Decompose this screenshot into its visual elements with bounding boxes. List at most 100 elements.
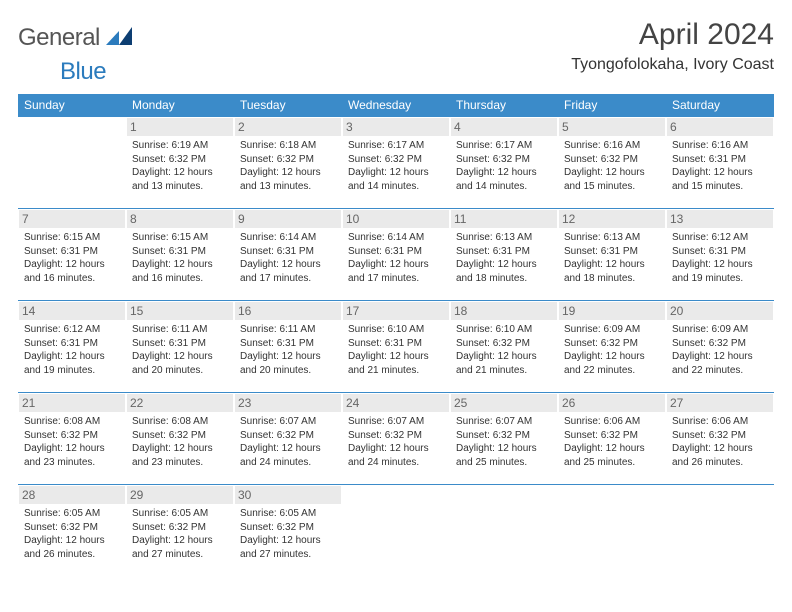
sunrise-text: Sunrise: 6:10 AM [456, 323, 552, 337]
sunset-text: Sunset: 6:32 PM [240, 429, 336, 443]
sunrise-text: Sunrise: 6:12 AM [672, 231, 768, 245]
sunrise-text: Sunrise: 6:06 AM [672, 415, 768, 429]
calendar-day-cell: 15Sunrise: 6:11 AMSunset: 6:31 PMDayligh… [126, 301, 234, 393]
daylight-text: Daylight: 12 hours and 19 minutes. [24, 350, 120, 377]
daylight-text: Daylight: 12 hours and 20 minutes. [240, 350, 336, 377]
day-number: 15 [127, 302, 233, 320]
sunrise-text: Sunrise: 6:06 AM [564, 415, 660, 429]
calendar-day-cell: 23Sunrise: 6:07 AMSunset: 6:32 PMDayligh… [234, 393, 342, 485]
daylight-text: Daylight: 12 hours and 25 minutes. [564, 442, 660, 469]
day-number: 18 [451, 302, 557, 320]
daylight-text: Daylight: 12 hours and 24 minutes. [240, 442, 336, 469]
day-number: 20 [667, 302, 773, 320]
day-number: 4 [451, 118, 557, 136]
sunset-text: Sunset: 6:32 PM [348, 429, 444, 443]
calendar-week-row: 14Sunrise: 6:12 AMSunset: 6:31 PMDayligh… [18, 301, 774, 393]
day-number: 26 [559, 394, 665, 412]
sunrise-text: Sunrise: 6:08 AM [132, 415, 228, 429]
calendar-day-cell [450, 485, 558, 577]
calendar-day-cell: 17Sunrise: 6:10 AMSunset: 6:31 PMDayligh… [342, 301, 450, 393]
daylight-text: Daylight: 12 hours and 27 minutes. [240, 534, 336, 561]
sunrise-text: Sunrise: 6:09 AM [564, 323, 660, 337]
calendar-day-cell: 18Sunrise: 6:10 AMSunset: 6:32 PMDayligh… [450, 301, 558, 393]
sunrise-text: Sunrise: 6:14 AM [348, 231, 444, 245]
day-number: 5 [559, 118, 665, 136]
sunrise-text: Sunrise: 6:18 AM [240, 139, 336, 153]
sunrise-text: Sunrise: 6:16 AM [564, 139, 660, 153]
daylight-text: Daylight: 12 hours and 22 minutes. [672, 350, 768, 377]
calendar-week-row: 28Sunrise: 6:05 AMSunset: 6:32 PMDayligh… [18, 485, 774, 577]
calendar-day-cell [342, 485, 450, 577]
sunset-text: Sunset: 6:32 PM [672, 337, 768, 351]
location-label: Tyongofolokaha, Ivory Coast [571, 56, 774, 74]
calendar-day-cell: 24Sunrise: 6:07 AMSunset: 6:32 PMDayligh… [342, 393, 450, 485]
sunrise-text: Sunrise: 6:13 AM [456, 231, 552, 245]
day-number: 6 [667, 118, 773, 136]
brand-mark-icon [106, 27, 132, 50]
sunset-text: Sunset: 6:31 PM [24, 337, 120, 351]
weekday-header: Saturday [666, 94, 774, 117]
weekday-header: Monday [126, 94, 234, 117]
calendar-day-cell: 26Sunrise: 6:06 AMSunset: 6:32 PMDayligh… [558, 393, 666, 485]
daylight-text: Daylight: 12 hours and 15 minutes. [672, 166, 768, 193]
sunset-text: Sunset: 6:32 PM [240, 153, 336, 167]
daylight-text: Daylight: 12 hours and 14 minutes. [348, 166, 444, 193]
calendar-day-cell: 5 Sunrise: 6:16 AMSunset: 6:32 PMDaylight… [558, 117, 666, 209]
sunrise-text: Sunrise: 6:05 AM [132, 507, 228, 521]
daylight-text: Daylight: 12 hours and 15 minutes. [564, 166, 660, 193]
sunset-text: Sunset: 6:32 PM [132, 521, 228, 535]
daylight-text: Daylight: 12 hours and 27 minutes. [132, 534, 228, 561]
sunset-text: Sunset: 6:31 PM [24, 245, 120, 259]
calendar-day-cell: 20Sunrise: 6:09 AMSunset: 6:32 PMDayligh… [666, 301, 774, 393]
day-number: 23 [235, 394, 341, 412]
daylight-text: Daylight: 12 hours and 24 minutes. [348, 442, 444, 469]
sunset-text: Sunset: 6:32 PM [132, 153, 228, 167]
sunset-text: Sunset: 6:32 PM [456, 153, 552, 167]
calendar-day-cell: 27Sunrise: 6:06 AMSunset: 6:32 PMDayligh… [666, 393, 774, 485]
calendar-day-cell: 19Sunrise: 6:09 AMSunset: 6:32 PMDayligh… [558, 301, 666, 393]
calendar-day-cell: 3Sunrise: 6:17 AMSunset: 6:32 PMDaylight… [342, 117, 450, 209]
day-number: 19 [559, 302, 665, 320]
weekday-header: Friday [558, 94, 666, 117]
daylight-text: Daylight: 12 hours and 20 minutes. [132, 350, 228, 377]
calendar-day-cell: 2 Sunrise: 6:18 AMSunset: 6:32 PMDaylight… [234, 117, 342, 209]
daylight-text: Daylight: 12 hours and 21 minutes. [348, 350, 444, 377]
calendar-day-cell: 13Sunrise: 6:12 AMSunset: 6:31 PMDayligh… [666, 209, 774, 301]
sunset-text: Sunset: 6:32 PM [672, 429, 768, 443]
day-number: 25 [451, 394, 557, 412]
day-number: 28 [19, 486, 125, 504]
calendar-day-cell: 11Sunrise: 6:13 AMSunset: 6:31 PMDayligh… [450, 209, 558, 301]
day-number: 8 [127, 210, 233, 228]
sunset-text: Sunset: 6:32 PM [240, 521, 336, 535]
sunrise-text: Sunrise: 6:12 AM [24, 323, 120, 337]
day-number: 17 [343, 302, 449, 320]
sunrise-text: Sunrise: 6:05 AM [24, 507, 120, 521]
day-number: 11 [451, 210, 557, 228]
day-number: 2 [235, 118, 341, 136]
calendar-day-cell [558, 485, 666, 577]
sunset-text: Sunset: 6:32 PM [564, 337, 660, 351]
weekday-header: Thursday [450, 94, 558, 117]
calendar-day-cell: 21Sunrise: 6:08 AMSunset: 6:32 PMDayligh… [18, 393, 126, 485]
daylight-text: Daylight: 12 hours and 13 minutes. [240, 166, 336, 193]
sunset-text: Sunset: 6:31 PM [456, 245, 552, 259]
sunrise-text: Sunrise: 6:15 AM [24, 231, 120, 245]
sunrise-text: Sunrise: 6:11 AM [240, 323, 336, 337]
sunrise-text: Sunrise: 6:17 AM [456, 139, 552, 153]
day-number: 3 [343, 118, 449, 136]
calendar-day-cell: 8Sunrise: 6:15 AMSunset: 6:31 PMDaylight… [126, 209, 234, 301]
calendar-page: General April 2024 Tyongofolokaha, Ivory… [0, 0, 792, 612]
day-number: 12 [559, 210, 665, 228]
sunset-text: Sunset: 6:31 PM [240, 337, 336, 351]
sunset-text: Sunset: 6:31 PM [564, 245, 660, 259]
sunset-text: Sunset: 6:32 PM [564, 153, 660, 167]
daylight-text: Daylight: 12 hours and 14 minutes. [456, 166, 552, 193]
calendar-day-cell: 29Sunrise: 6:05 AMSunset: 6:32 PMDayligh… [126, 485, 234, 577]
daylight-text: Daylight: 12 hours and 19 minutes. [672, 258, 768, 285]
sunset-text: Sunset: 6:31 PM [348, 245, 444, 259]
daylight-text: Daylight: 12 hours and 23 minutes. [24, 442, 120, 469]
day-number: 1 [127, 118, 233, 136]
day-number: 22 [127, 394, 233, 412]
day-number: 7 [19, 210, 125, 228]
daylight-text: Daylight: 12 hours and 21 minutes. [456, 350, 552, 377]
